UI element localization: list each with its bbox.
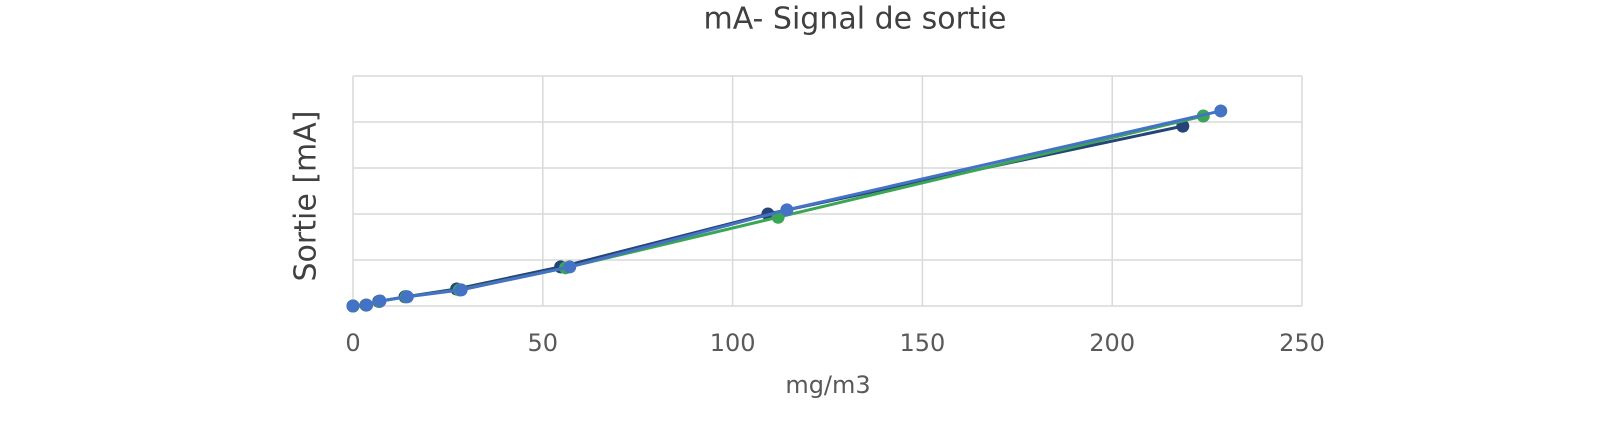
data-point bbox=[400, 290, 414, 304]
x-tick-label: 200 bbox=[1089, 329, 1135, 357]
data-point bbox=[780, 203, 794, 217]
data-point bbox=[1214, 104, 1228, 118]
chart-title: mA- Signal de sortie bbox=[703, 2, 1006, 37]
x-tick-label: 0 bbox=[345, 329, 360, 357]
data-point bbox=[360, 298, 374, 312]
data-point bbox=[373, 294, 387, 308]
y-axis-label: Sortie [mA] bbox=[289, 111, 324, 282]
x-tick-label: 100 bbox=[710, 329, 756, 357]
data-point bbox=[454, 283, 468, 297]
data-point bbox=[346, 299, 360, 313]
x-tick-label: 50 bbox=[528, 329, 559, 357]
data-point bbox=[563, 260, 577, 274]
x-tick-label: 250 bbox=[1279, 329, 1325, 357]
x-tick-label: 150 bbox=[899, 329, 945, 357]
x-axis-label: mg/m3 bbox=[785, 371, 870, 399]
